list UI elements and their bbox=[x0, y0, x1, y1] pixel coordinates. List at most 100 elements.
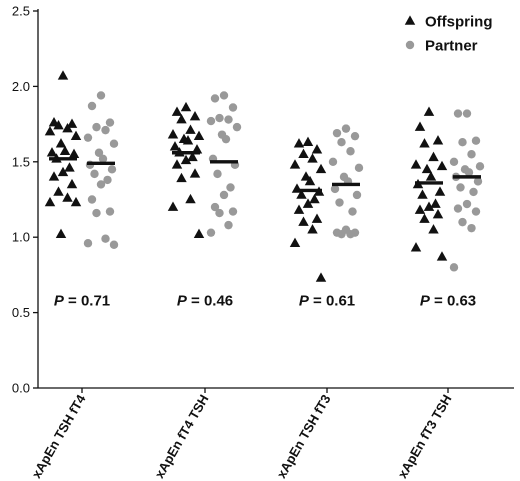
offspring-point bbox=[48, 171, 60, 181]
p-value-text: = 0.46 bbox=[187, 293, 233, 310]
partner-point bbox=[224, 220, 233, 230]
offspring-point bbox=[193, 130, 205, 140]
partner-point bbox=[87, 195, 97, 204]
offspring-point bbox=[185, 193, 196, 204]
offspring-point bbox=[410, 159, 422, 169]
offspring-point bbox=[309, 193, 320, 204]
offspring-point bbox=[293, 138, 305, 148]
annotation-layer: P = 0.71 P = 0.46 P = 0.61 P = 0.63 bbox=[54, 293, 476, 310]
partner-point bbox=[224, 115, 233, 124]
partner-point bbox=[456, 183, 465, 192]
legend-partner-label: Partner bbox=[425, 38, 478, 55]
offspring-point bbox=[436, 251, 448, 261]
legend-offspring-marker bbox=[404, 15, 416, 25]
partner-point bbox=[103, 175, 112, 185]
partner-point bbox=[98, 154, 108, 163]
partner-point bbox=[215, 113, 224, 123]
offspring-point bbox=[66, 118, 78, 128]
offspring-point bbox=[176, 172, 187, 183]
offspring-point bbox=[432, 135, 444, 145]
partner-point bbox=[475, 162, 485, 171]
offspring-point bbox=[302, 136, 314, 146]
partner-point bbox=[449, 263, 459, 272]
x-category-label: xApEn fT3 TSH bbox=[395, 392, 455, 481]
p-value-annotation: P = 0.61 bbox=[299, 293, 355, 310]
offspring-point bbox=[53, 120, 64, 130]
points-layer bbox=[44, 70, 485, 282]
y-tick-label: 1.5 bbox=[12, 154, 30, 169]
offspring-point bbox=[414, 121, 426, 131]
partner-point bbox=[350, 131, 360, 141]
p-value-text: = 0.61 bbox=[309, 293, 355, 310]
offspring-point bbox=[46, 147, 58, 157]
offspring-point bbox=[66, 178, 78, 189]
offspring-point bbox=[414, 204, 426, 214]
partner-point bbox=[341, 124, 351, 133]
offspring-point bbox=[189, 168, 201, 178]
partner-point bbox=[462, 109, 472, 118]
offspring-point bbox=[182, 135, 194, 145]
offspring-point bbox=[410, 242, 422, 252]
partner-point bbox=[96, 180, 106, 189]
offspring-point bbox=[423, 201, 435, 211]
offspring-point bbox=[44, 196, 56, 207]
partner-point bbox=[337, 137, 346, 147]
partner-point bbox=[462, 199, 472, 209]
partner-point bbox=[215, 208, 224, 218]
offspring-point bbox=[55, 138, 67, 148]
offspring-point bbox=[293, 204, 305, 214]
partner-point bbox=[105, 207, 115, 216]
offspring-point bbox=[419, 213, 430, 223]
offspring-point bbox=[315, 272, 327, 282]
partner-point bbox=[219, 91, 229, 100]
legend-partner-marker bbox=[405, 40, 415, 50]
partner-point bbox=[471, 207, 481, 216]
partner-point bbox=[332, 128, 342, 138]
offspring-point bbox=[187, 151, 198, 162]
offspring-point bbox=[55, 228, 67, 238]
partner-point bbox=[206, 116, 216, 126]
partner-point bbox=[453, 204, 463, 213]
offspring-point bbox=[434, 186, 446, 196]
offspring-point bbox=[419, 138, 430, 148]
partner-point bbox=[337, 229, 346, 239]
partner-point bbox=[458, 137, 467, 147]
offspring-point bbox=[304, 175, 316, 186]
partner-point bbox=[473, 177, 483, 186]
partner-point bbox=[101, 125, 110, 135]
offspring-point bbox=[425, 171, 437, 181]
offspring-point bbox=[185, 124, 196, 134]
partner-point bbox=[87, 101, 97, 111]
offspring-point bbox=[57, 70, 69, 80]
offspring-point bbox=[64, 162, 75, 172]
offspring-point bbox=[430, 198, 441, 208]
p-value-annotation: P = 0.71 bbox=[54, 293, 110, 310]
p-symbol: P bbox=[420, 293, 431, 310]
offspring-point bbox=[57, 166, 69, 177]
partner-point bbox=[352, 190, 362, 200]
partner-point bbox=[109, 240, 119, 249]
partner-point bbox=[83, 239, 93, 248]
offspring-point bbox=[421, 163, 433, 174]
partner-point bbox=[471, 136, 481, 145]
offspring-point bbox=[432, 208, 444, 219]
partner-point bbox=[346, 147, 355, 156]
offspring-point bbox=[315, 163, 327, 174]
p-symbol: P bbox=[299, 293, 310, 310]
partner-point bbox=[92, 208, 101, 218]
x-category-label: xApEn TSH fT3 bbox=[274, 392, 334, 481]
offspring-point bbox=[417, 189, 428, 199]
partner-point bbox=[232, 122, 242, 132]
y-tick-label: 2.5 bbox=[12, 4, 30, 19]
partner-point bbox=[96, 91, 106, 100]
legend: Offspring Partner bbox=[404, 14, 493, 55]
partner-point bbox=[92, 122, 101, 132]
y-tick-label: 0.5 bbox=[12, 305, 30, 320]
partner-point bbox=[90, 169, 99, 179]
offspring-point bbox=[62, 123, 73, 133]
offspring-point bbox=[189, 110, 201, 121]
partner-point bbox=[328, 157, 338, 166]
x-category-label: xApEn TSH fT4 bbox=[29, 391, 89, 480]
partner-point bbox=[210, 202, 220, 212]
partner-point bbox=[109, 139, 119, 148]
